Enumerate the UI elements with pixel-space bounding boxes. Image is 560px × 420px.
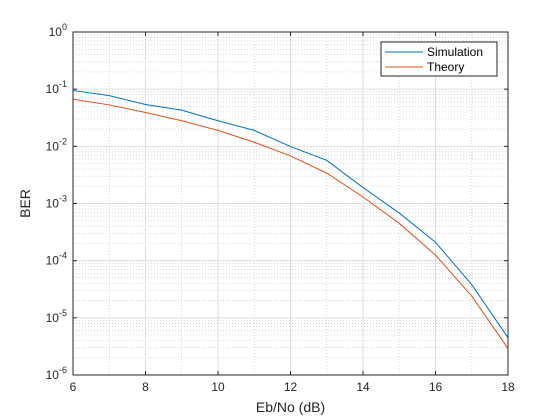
series-layer [72, 89, 509, 349]
y-tick-label: 10-1 [46, 79, 67, 96]
x-tick-label: 14 [356, 380, 370, 394]
x-tick-label: 6 [70, 380, 77, 394]
x-tick-label: 8 [142, 380, 149, 394]
series-line-simulation [72, 89, 509, 338]
x-tick-label: 12 [284, 380, 298, 394]
series-line-theory [72, 98, 509, 349]
x-tick-label: 16 [429, 380, 443, 394]
legend-label-theory: Theory [427, 60, 464, 74]
x-tick-label: 10 [211, 380, 225, 394]
y-tick-label: 10-3 [46, 194, 67, 211]
x-tick-label: 18 [501, 380, 515, 394]
y-tick-label: 10-4 [46, 251, 67, 268]
y-tick-label: 100 [49, 22, 67, 39]
x-axis-label: Eb/No (dB) [256, 399, 325, 415]
y-tick-label: 10-2 [46, 136, 67, 153]
y-tick-label: 10-5 [46, 308, 67, 325]
legend-box [380, 41, 498, 77]
y-axis-label: BER [17, 189, 33, 218]
y-tick-label: 10-6 [46, 365, 67, 382]
ticks: 6 8 10 12 14 16 18 100 10-1 10-2 10-3 10-4 10-5 10-6 [46, 22, 515, 394]
legend-label-simulation: Simulation [427, 45, 483, 59]
